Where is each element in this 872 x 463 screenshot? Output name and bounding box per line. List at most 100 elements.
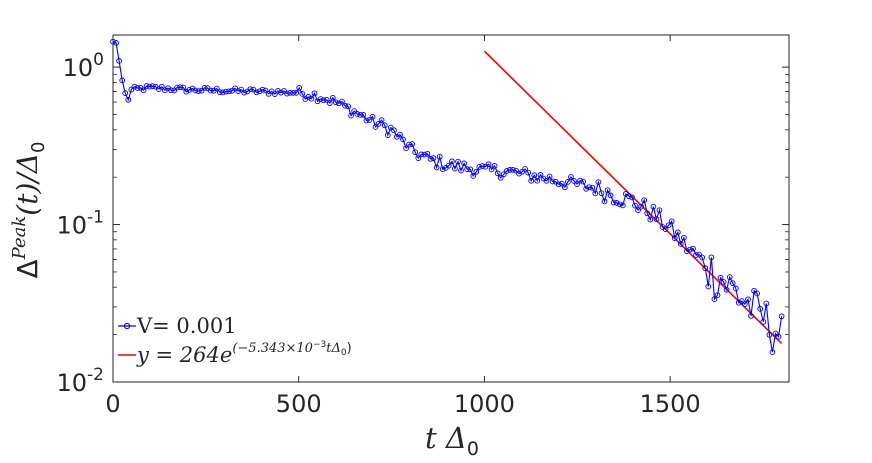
data-point: [223, 88, 229, 95]
data-point: [653, 216, 660, 222]
data-point: [409, 141, 416, 147]
data-point: [555, 181, 562, 188]
data-point: [500, 171, 507, 178]
data-point: [735, 299, 742, 306]
x-tick-label: 500: [276, 390, 322, 418]
data-point: [757, 306, 764, 312]
x-axis-label: t Δ0: [425, 421, 479, 460]
data-point: [656, 207, 663, 214]
x-tick-label: 0: [105, 390, 120, 418]
data-point: [253, 89, 260, 96]
data-point: [241, 89, 248, 96]
data-point: [778, 313, 785, 320]
data-point: [537, 172, 544, 178]
data-point: [268, 88, 275, 95]
data-point: [348, 112, 354, 119]
y-tick-label: 10-2: [57, 365, 105, 397]
data-point: [619, 202, 626, 209]
data-point: [195, 88, 202, 94]
data-point: [207, 87, 214, 94]
data-point: [760, 318, 767, 325]
data-point: [128, 86, 135, 93]
data-point: [534, 177, 541, 184]
data-point: [708, 254, 715, 261]
data-point: [131, 83, 138, 90]
data-point: [430, 155, 437, 161]
legend-fit-close: ): [347, 341, 352, 356]
data-point: [610, 199, 617, 206]
data-point: [220, 89, 226, 96]
data-point: [345, 103, 351, 110]
data-point: [549, 178, 556, 185]
legend-fit-prefix: y = 264e: [136, 343, 232, 367]
data-point: [110, 38, 116, 45]
y-tick-label: 100: [63, 50, 104, 82]
data-point: [561, 184, 568, 191]
data-point: [180, 84, 187, 91]
data-point: [763, 300, 770, 307]
data-point: [119, 77, 126, 84]
data-point: [470, 173, 477, 179]
data-point: [494, 170, 501, 177]
data-point: [317, 96, 324, 102]
data-point: [250, 86, 257, 93]
data-point: [247, 86, 254, 93]
legend-fit-sup-tail: tΔ: [326, 341, 341, 356]
data-point: [171, 87, 177, 94]
data-point: [455, 158, 461, 165]
data-point: [449, 158, 455, 165]
data-point: [598, 190, 605, 197]
data-point: [146, 83, 153, 90]
data-point: [397, 131, 403, 138]
series-fit-line: [483, 50, 783, 345]
data-point: [278, 89, 284, 96]
legend-fit-sup2: −3: [313, 340, 326, 350]
data-point: [531, 172, 538, 179]
data-point: [216, 89, 223, 96]
data-point: [143, 83, 150, 89]
data-point: [333, 99, 339, 106]
data-point: [177, 84, 184, 91]
data-point: [339, 98, 345, 105]
data-point: [497, 174, 504, 181]
data-point: [699, 254, 706, 261]
data-point: [626, 193, 632, 199]
data-point: [378, 117, 385, 123]
data-point: [293, 90, 300, 96]
data-point: [641, 197, 648, 204]
data-point: [616, 201, 623, 208]
data-point: [644, 210, 651, 217]
data-point: [732, 285, 739, 292]
data-point: [613, 200, 620, 206]
data-point: [436, 153, 443, 160]
data-point: [586, 184, 593, 191]
data-point: [360, 111, 367, 118]
data-point: [125, 96, 132, 103]
data-point: [284, 90, 290, 97]
series-v-0001: [110, 38, 785, 355]
data-point: [485, 161, 492, 168]
data-point: [134, 85, 141, 91]
data-point: [583, 185, 590, 192]
data-point: [366, 117, 373, 123]
data-point: [775, 333, 782, 340]
data-point: [439, 166, 446, 173]
data-point: [754, 290, 760, 297]
legend-label-fit: y = 264e(−5.343×10−3tΔ0): [136, 340, 352, 367]
data-point: [589, 184, 596, 191]
data-point: [415, 155, 422, 161]
data-point: [476, 164, 483, 170]
data-point: [723, 286, 730, 293]
data-point: [391, 127, 397, 134]
data-point: [769, 349, 776, 355]
data-point: [375, 121, 382, 127]
data-point: [647, 216, 654, 223]
data-point: [546, 173, 553, 180]
data-point: [739, 298, 745, 304]
data-point: [684, 248, 690, 254]
data-point: [543, 178, 550, 184]
x-tick-label: 1500: [640, 390, 701, 418]
y-axis-label-tail: (t)/Δ: [11, 153, 44, 216]
data-point: [174, 84, 180, 91]
data-point: [513, 167, 519, 174]
